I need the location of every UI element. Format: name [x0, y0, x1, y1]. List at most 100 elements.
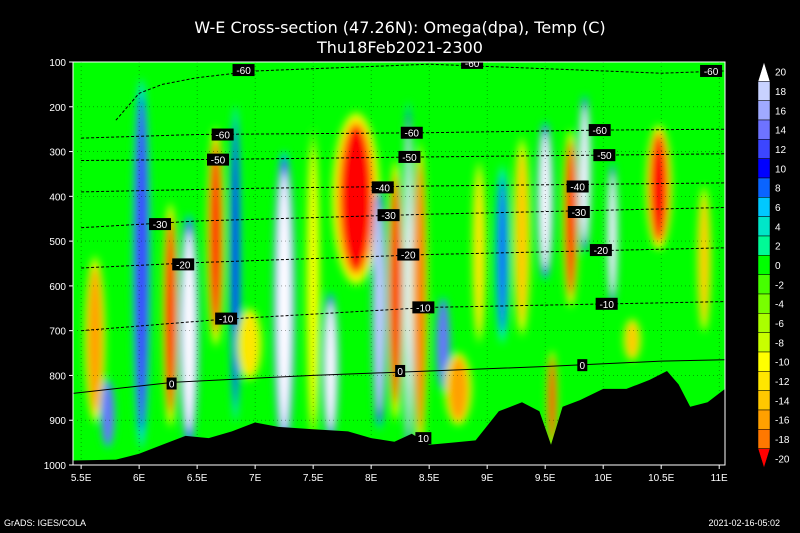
- contour-label: -60: [232, 64, 255, 77]
- contour-label-bg: [567, 206, 590, 219]
- y-tick-label: 1000: [44, 461, 67, 472]
- contour-label-bg: [371, 181, 394, 194]
- contour-label: -10: [412, 301, 435, 314]
- terrain: [73, 371, 725, 465]
- contour-label: -60: [400, 126, 423, 140]
- contour-label: -30: [377, 209, 400, 222]
- colorbar-swatch: [757, 177, 771, 198]
- contour-label-text: -40: [570, 182, 585, 193]
- contour-label-bg: [593, 149, 616, 162]
- y-tick-label: 100: [49, 58, 66, 69]
- omega-cell: [438, 303, 448, 385]
- y-tick-label: 800: [49, 371, 66, 382]
- contour-label-text: -30: [572, 208, 587, 219]
- contour-label-text: -60: [465, 59, 480, 70]
- omega-field: [84, 78, 712, 462]
- colorbar-swatch: [757, 390, 771, 411]
- colorbar-label: -20: [775, 454, 790, 465]
- colorbar-swatch: [757, 313, 771, 333]
- colorbar-label: 8: [775, 184, 781, 195]
- x-tick-label: 9.5E: [535, 473, 556, 484]
- temp-contour: [81, 153, 725, 161]
- contour-label-bg: [397, 248, 420, 261]
- contour-label-bg: [700, 64, 723, 77]
- contour-label-text: -20: [176, 260, 191, 271]
- colorbar-label: 16: [775, 106, 787, 117]
- contour-label: -60: [700, 64, 723, 78]
- colorbar-swatch: [757, 351, 771, 372]
- x-tick-label: 7.5E: [303, 473, 324, 484]
- x-tick-label: 7E: [249, 473, 262, 484]
- colorbar-cap: [757, 448, 771, 469]
- colorbar-label: -10: [775, 358, 790, 369]
- colorbar-label: -18: [775, 435, 790, 446]
- colorbar-swatch: [757, 100, 771, 121]
- y-tick-label: 600: [49, 282, 66, 293]
- colorbar-label: 2: [775, 242, 781, 253]
- colorbar-label: 10: [775, 164, 787, 175]
- colorbar-swatch: [757, 119, 771, 140]
- y-tick-label: 700: [49, 327, 66, 338]
- colorbar-swatch: [757, 139, 771, 159]
- colorbar-swatch: [757, 197, 771, 217]
- contour-label-bg: [166, 377, 177, 390]
- omega-cell: [240, 312, 259, 376]
- contour-label-text: -20: [594, 246, 609, 257]
- colorbar-swatch: [757, 81, 771, 101]
- contour-label-bg: [577, 359, 588, 372]
- contour-label-bg: [211, 128, 234, 141]
- contour-label: -30: [567, 206, 590, 219]
- contour-label: -60: [588, 124, 611, 137]
- contour-label-bg: [377, 209, 400, 222]
- chart-subtitle: Thu18Feb2021-2300: [317, 38, 483, 57]
- contour-label-text: -10: [599, 300, 614, 311]
- contour-label: -50: [593, 149, 616, 162]
- colorbar-cap: [757, 61, 771, 82]
- y-tick-label: 200: [49, 103, 66, 114]
- contour-label-bg: [400, 126, 423, 139]
- colorbar-swatch: [757, 255, 771, 275]
- colorbar-swatch: [757, 274, 771, 295]
- x-tick-label: 11E: [711, 473, 728, 484]
- omega-cell: [699, 196, 709, 322]
- contour-label-bg: [412, 301, 435, 314]
- contour-label-bg: [588, 124, 611, 137]
- contour-label: -10: [595, 297, 618, 311]
- x-tick-label: 6E: [133, 473, 146, 484]
- contour-label-bg: [172, 258, 195, 271]
- contour-label-bg: [149, 218, 172, 231]
- omega-cell: [339, 124, 373, 273]
- colorbar-label: 14: [775, 126, 787, 137]
- x-tick-label: 8E: [365, 473, 378, 484]
- chart-title: W-E Cross-section (47.26N): Omega(dpa), …: [194, 18, 606, 37]
- y-tick-label: 900: [49, 416, 66, 427]
- contour-label-text: -60: [405, 129, 420, 140]
- contour-label: 0: [395, 364, 406, 378]
- contour-label-bg: [595, 297, 618, 310]
- omega-cell: [608, 173, 616, 295]
- colorbar-swatch: [757, 216, 771, 237]
- contour-label-text: -50: [211, 156, 226, 167]
- omega-cell: [497, 178, 507, 331]
- contour-label: 0: [166, 377, 177, 391]
- omega-cell: [448, 357, 468, 421]
- contour-label-bg: [232, 64, 255, 77]
- contour-label: 0: [577, 359, 588, 372]
- contour-label-text: -10: [219, 315, 234, 326]
- omega-cell: [650, 133, 668, 242]
- contour-label: -20: [172, 258, 195, 271]
- contour-label: -20: [397, 248, 420, 262]
- contour-label-bg: [398, 150, 421, 163]
- omega-cell: [390, 178, 401, 403]
- colorbar-label: -8: [775, 338, 784, 349]
- contour-label-text: -10: [416, 303, 431, 314]
- contour-label-bg: [415, 432, 432, 445]
- colorbar-label: 6: [775, 203, 781, 214]
- contour-label: -40: [566, 180, 589, 193]
- colorbar: 20181614121086420-2-4-6-8-10-12-14-16-18…: [757, 61, 790, 469]
- x-tick-label: 9E: [481, 473, 494, 484]
- omega-cell: [626, 321, 638, 358]
- footer-credit: GrADS: IGES/COLA: [4, 518, 87, 528]
- temp-contour: [115, 63, 725, 121]
- plot-area: -60 -60 -50 -40 -30 -20 -10 0 -60 -60 -60 -60 -50 -50…: [73, 59, 725, 465]
